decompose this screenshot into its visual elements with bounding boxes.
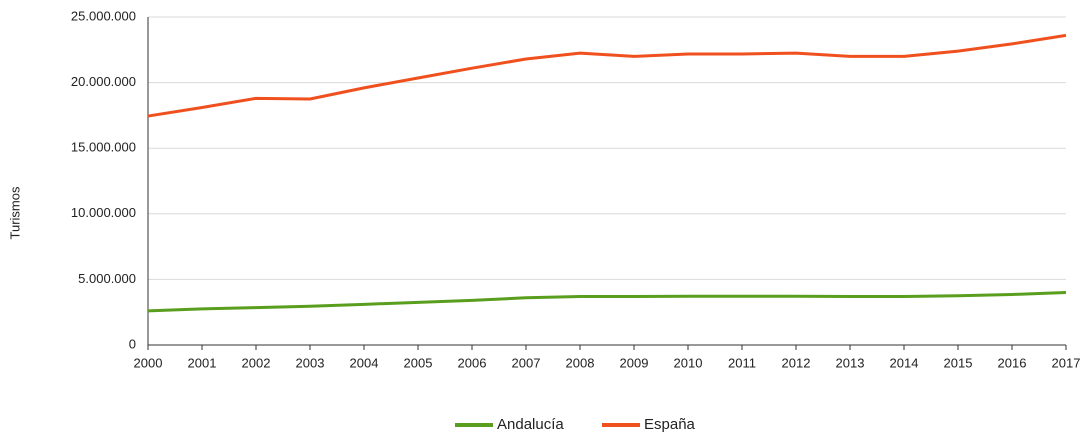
x-tick-label: 2014 bbox=[890, 355, 919, 370]
x-tick-label: 2016 bbox=[998, 355, 1027, 370]
y-tick-label: 0 bbox=[129, 336, 136, 351]
legend-label: Andalucía bbox=[497, 416, 564, 433]
x-tick-label: 2003 bbox=[296, 355, 325, 370]
y-tick-label: 25.000.000 bbox=[71, 8, 136, 23]
y-tick-label: 10.000.000 bbox=[71, 205, 136, 220]
y-tick-label: 5.000.000 bbox=[78, 271, 136, 286]
x-tick-label: 2006 bbox=[458, 355, 487, 370]
x-tick-label: 2017 bbox=[1052, 355, 1081, 370]
x-tick-label: 2008 bbox=[566, 355, 595, 370]
x-tick-label: 2005 bbox=[404, 355, 433, 370]
x-tick-label: 2001 bbox=[188, 355, 217, 370]
x-tick-label: 2010 bbox=[674, 355, 703, 370]
y-tick-label: 20.000.000 bbox=[71, 74, 136, 89]
x-tick-label: 2011 bbox=[728, 355, 756, 370]
y-axis-label: Turismos bbox=[7, 186, 22, 239]
x-tick-label: 2000 bbox=[134, 355, 163, 370]
x-tick-label: 2009 bbox=[620, 355, 649, 370]
y-tick-label: 15.000.000 bbox=[71, 140, 136, 155]
legend-label: España bbox=[644, 416, 696, 433]
x-tick-label: 2013 bbox=[836, 355, 865, 370]
x-tick-label: 2007 bbox=[512, 355, 541, 370]
x-tick-label: 2012 bbox=[782, 355, 811, 370]
x-tick-label: 2004 bbox=[350, 355, 379, 370]
line bbox=[147, 33, 1067, 118]
x-tick-label: 2002 bbox=[242, 355, 271, 370]
x-tick-label: 2015 bbox=[944, 355, 973, 370]
line bbox=[147, 291, 1067, 313]
